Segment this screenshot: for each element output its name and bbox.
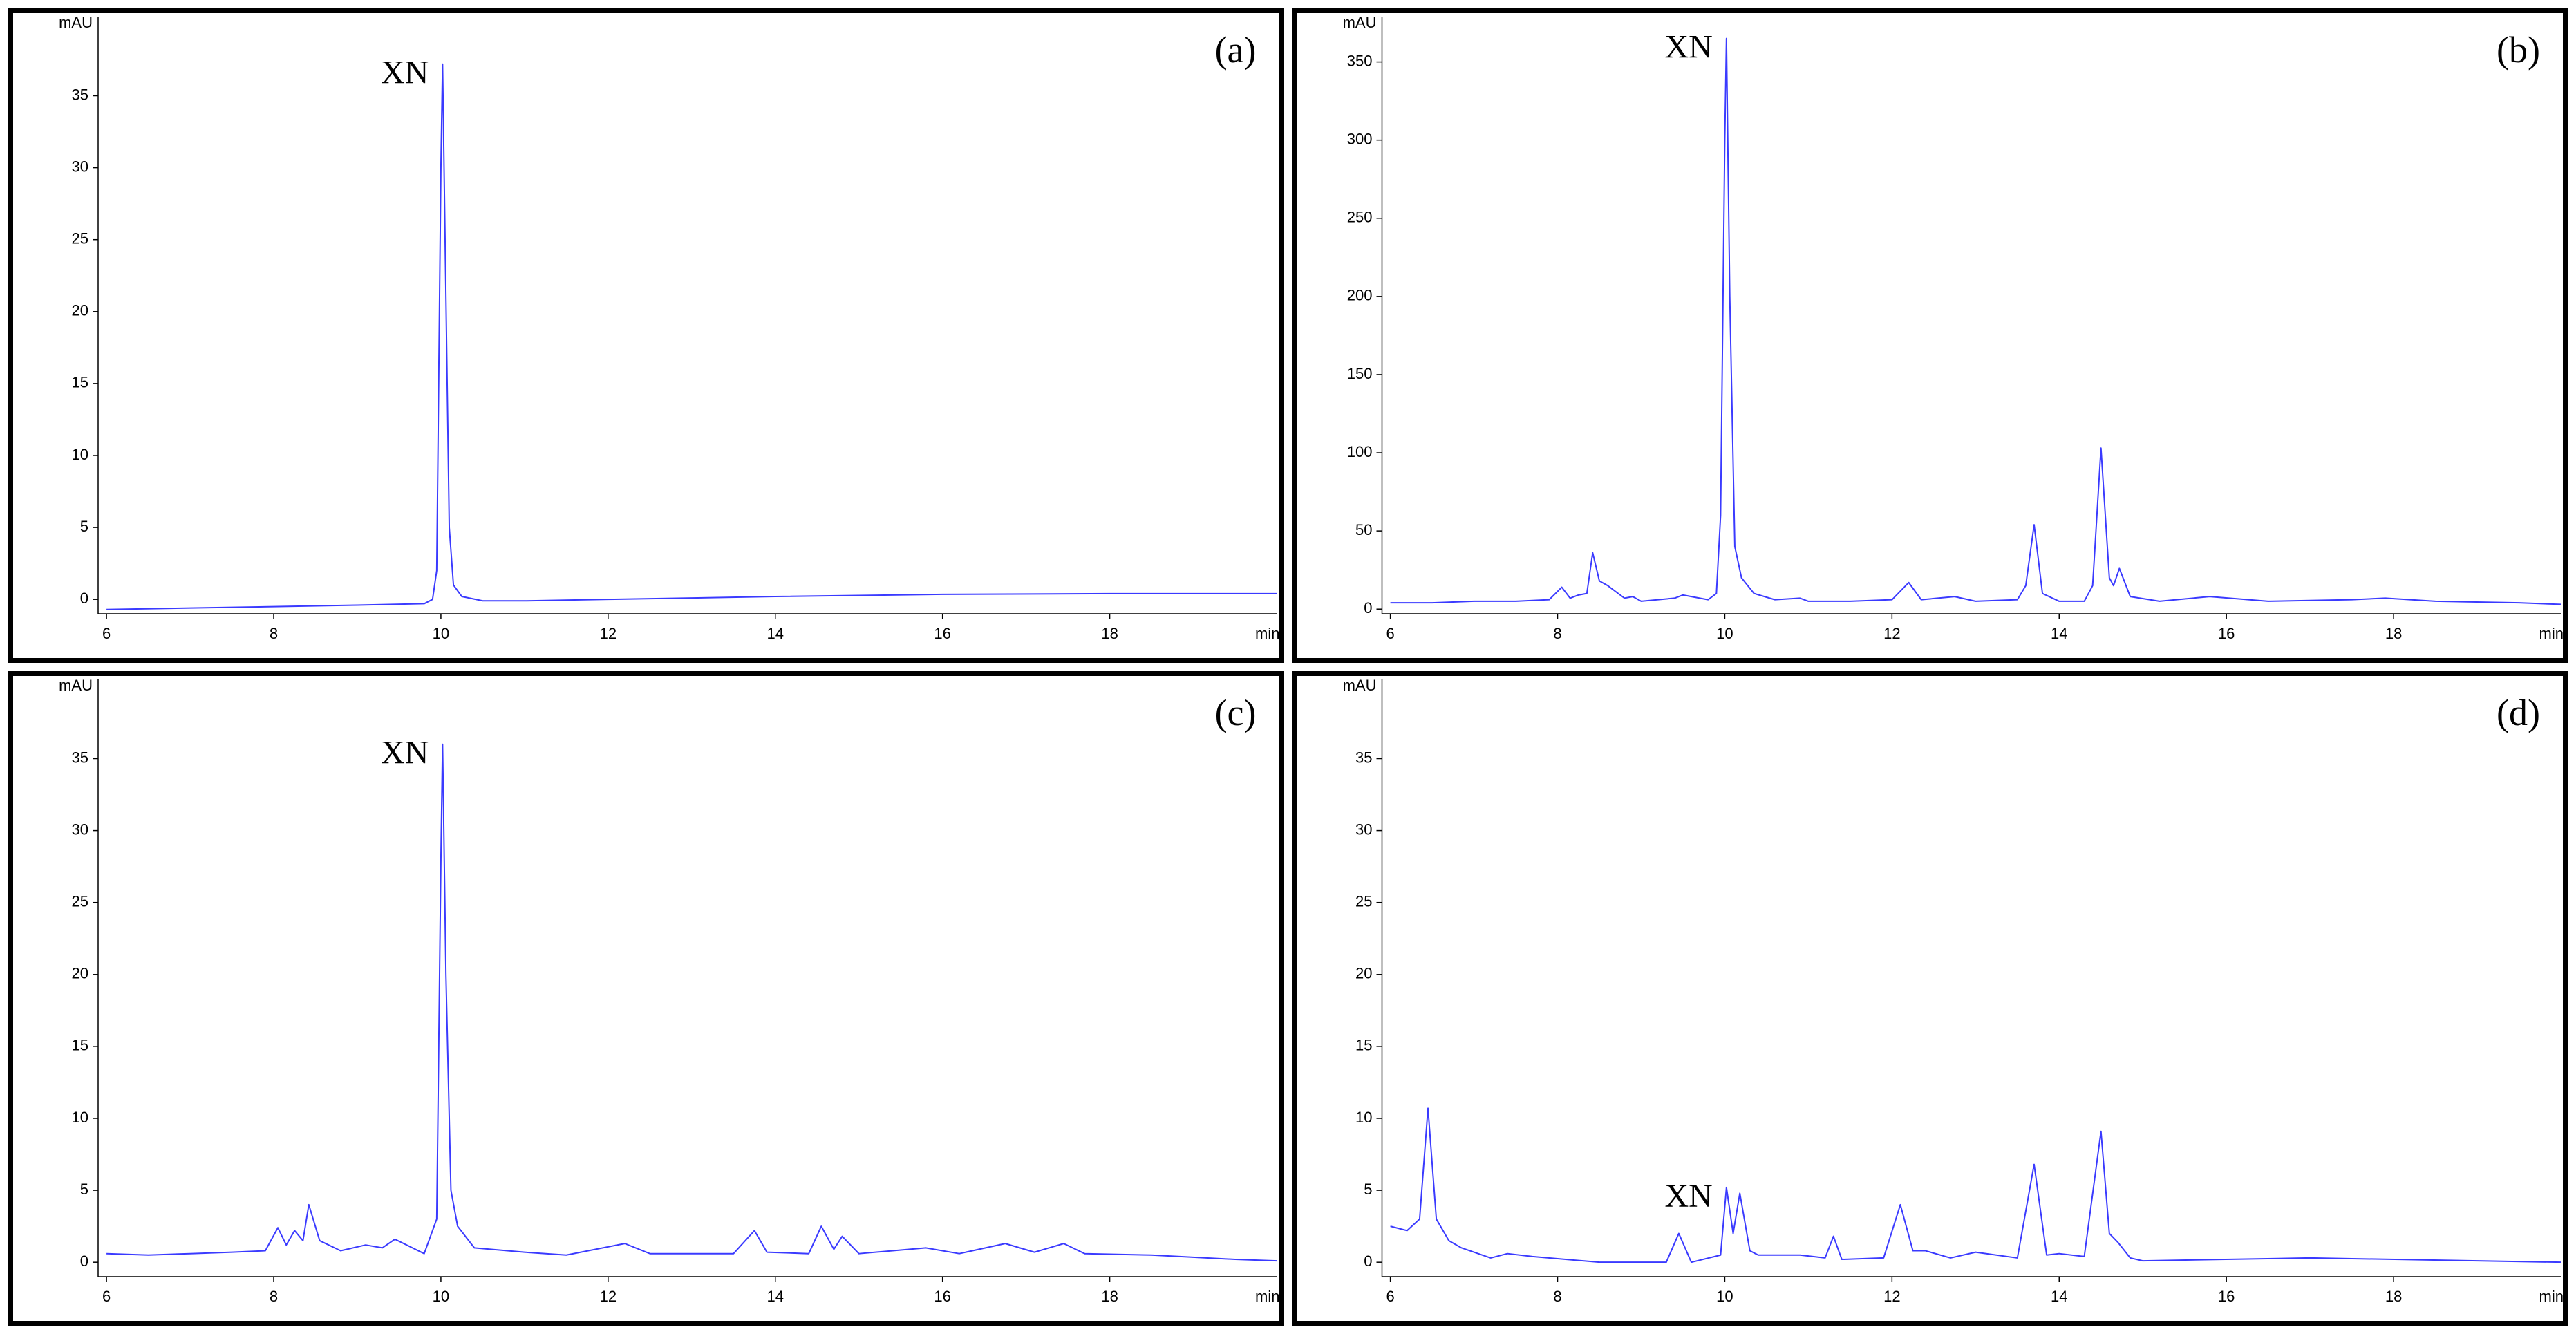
y-tick-label: 20 xyxy=(72,965,88,982)
x-tick-label: 12 xyxy=(1883,1288,1900,1305)
x-tick-label: 6 xyxy=(1386,625,1394,642)
x-tick-label: 16 xyxy=(2218,625,2235,642)
x-tick-label: 14 xyxy=(2051,1288,2067,1305)
panel: 0 50 100 150 200 250 300 350 6 8 10 12 14 16 18 mAU min (… xyxy=(1292,8,2568,663)
y-tick-label: 10 xyxy=(72,446,88,463)
x-tick-label: 6 xyxy=(102,625,111,642)
x-tick-label: 12 xyxy=(600,1288,617,1305)
x-tick-label: 18 xyxy=(2385,625,2402,642)
y-tick-label: 5 xyxy=(80,1181,88,1198)
y-tick-label: 25 xyxy=(1355,893,1372,910)
y-tick-label: 250 xyxy=(1347,209,1373,226)
y-tick-label: 200 xyxy=(1347,287,1373,304)
panel-label: (a) xyxy=(1215,29,1257,71)
peak-annotation: XN xyxy=(381,735,429,771)
y-tick-label: 25 xyxy=(72,893,88,910)
y-tick-label: 10 xyxy=(1355,1109,1372,1126)
y-tick-label: 0 xyxy=(80,590,88,607)
y-tick-label: 50 xyxy=(1355,521,1372,538)
x-tick-label: 12 xyxy=(1883,625,1900,642)
x-tick-label: 8 xyxy=(1553,625,1561,642)
x-tick-label: 8 xyxy=(270,625,278,642)
y-tick-label: 300 xyxy=(1347,130,1373,147)
y-axis-label: mAU xyxy=(59,14,93,31)
x-tick-label: 8 xyxy=(270,1288,278,1305)
trace xyxy=(1390,1107,2561,1263)
y-tick-label: 0 xyxy=(80,1252,88,1270)
x-tick-label: 6 xyxy=(1386,1288,1394,1305)
panel-border xyxy=(1292,8,2568,663)
y-tick-label: 30 xyxy=(72,820,88,838)
y-tick-label: 35 xyxy=(72,86,88,103)
y-tick-label: 5 xyxy=(80,518,88,535)
y-tick-label: 25 xyxy=(72,230,88,247)
x-tick-label: 10 xyxy=(1716,1288,1733,1305)
x-axis-label: min xyxy=(1255,625,1279,642)
x-axis-label: min xyxy=(2539,1288,2564,1305)
peak-annotation: XN xyxy=(381,55,429,91)
y-axis-label: mAU xyxy=(1343,14,1377,31)
panel: 0 5 10 15 20 25 30 35 6 8 10 12 14 16 18 mAU min (a) XN xyxy=(8,8,1284,663)
panel-label: (b) xyxy=(2497,29,2540,71)
x-tick-label: 16 xyxy=(2218,1288,2235,1305)
x-axis-label: min xyxy=(1255,1288,1279,1305)
panel: 0 5 10 15 20 25 30 35 6 8 10 12 14 16 18 mAU min (c) XN xyxy=(8,671,1284,1326)
trace xyxy=(106,63,1277,610)
x-tick-label: 14 xyxy=(767,1288,784,1305)
y-tick-label: 15 xyxy=(72,374,88,391)
panel-border xyxy=(8,671,1284,1326)
panel-label: (c) xyxy=(1215,692,1257,733)
y-tick-label: 30 xyxy=(1355,820,1372,838)
y-tick-label: 350 xyxy=(1347,52,1373,69)
y-tick-label: 35 xyxy=(72,749,88,766)
y-tick-label: 100 xyxy=(1347,443,1373,460)
x-tick-label: 18 xyxy=(1101,1288,1118,1305)
x-tick-label: 14 xyxy=(767,625,784,642)
x-tick-label: 6 xyxy=(102,1288,111,1305)
y-tick-label: 20 xyxy=(1355,965,1372,982)
y-tick-label: 15 xyxy=(72,1037,88,1054)
y-tick-label: 0 xyxy=(1364,599,1372,617)
y-tick-label: 30 xyxy=(72,158,88,175)
x-tick-label: 18 xyxy=(2385,1288,2402,1305)
panel-border xyxy=(1292,671,2568,1326)
x-tick-label: 10 xyxy=(1716,625,1733,642)
panel-border xyxy=(8,8,1284,663)
x-axis-label: min xyxy=(2539,625,2564,642)
peak-annotation: XN xyxy=(1665,1178,1713,1214)
x-tick-label: 18 xyxy=(1101,625,1118,642)
y-axis-label: mAU xyxy=(1343,677,1377,694)
y-tick-label: 35 xyxy=(1355,749,1372,766)
x-tick-label: 8 xyxy=(1553,1288,1561,1305)
x-tick-label: 16 xyxy=(934,625,950,642)
y-tick-label: 5 xyxy=(1364,1181,1372,1198)
y-tick-label: 15 xyxy=(1355,1037,1372,1054)
y-tick-label: 150 xyxy=(1347,365,1373,382)
x-tick-label: 16 xyxy=(934,1288,950,1305)
trace xyxy=(1390,37,2561,605)
x-tick-label: 10 xyxy=(433,625,449,642)
panel-label: (d) xyxy=(2497,692,2540,733)
y-tick-label: 0 xyxy=(1364,1252,1372,1270)
x-tick-label: 12 xyxy=(600,625,617,642)
x-tick-label: 10 xyxy=(433,1288,449,1305)
x-tick-label: 14 xyxy=(2051,625,2067,642)
peak-annotation: XN xyxy=(1665,29,1713,66)
y-tick-label: 10 xyxy=(72,1109,88,1126)
panel: 0 5 10 15 20 25 30 35 6 8 10 12 14 16 18 mAU min (d) XN xyxy=(1292,671,2568,1326)
trace xyxy=(106,743,1277,1262)
y-tick-label: 20 xyxy=(72,302,88,319)
y-axis-label: mAU xyxy=(59,677,93,694)
